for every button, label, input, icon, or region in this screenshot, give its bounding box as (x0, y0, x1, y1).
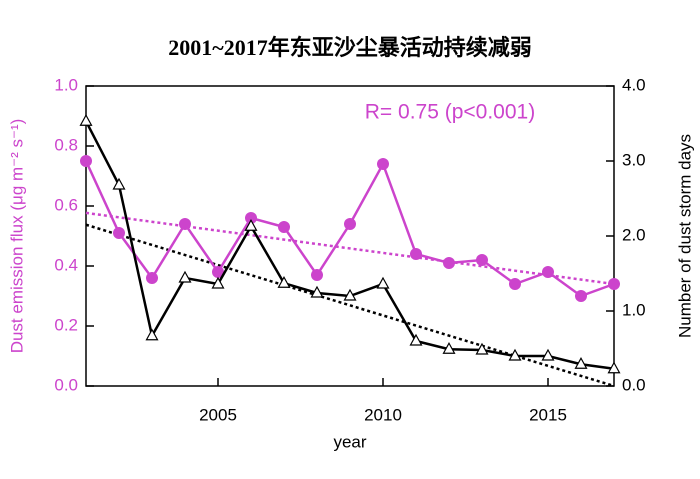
x-tick-label: 2015 (529, 405, 567, 424)
point (608, 278, 620, 290)
y2-tick-label: 0.0 (622, 375, 646, 394)
y-tick-label: 1.0 (54, 75, 78, 94)
x-axis-label: year (333, 432, 366, 451)
point (79, 114, 93, 126)
point (146, 272, 158, 284)
x-tick-label: 2005 (199, 405, 237, 424)
point (179, 218, 191, 230)
y2-tick-label: 4.0 (622, 75, 646, 94)
y-tick-label: 0.0 (54, 375, 78, 394)
y2-tick-label: 3.0 (622, 150, 646, 169)
point (278, 221, 290, 233)
point (343, 288, 357, 301)
series-line (84, 120, 615, 370)
y-tick-label: 0.2 (54, 315, 78, 334)
y2-tick-label: 1.0 (622, 300, 646, 319)
trend-line (85, 211, 615, 286)
point (178, 270, 192, 283)
point (113, 227, 125, 239)
y-axis-label: Dust emission flux (μg m⁻² s⁻¹) (7, 119, 26, 354)
point (607, 361, 621, 374)
y2-axis-label: Number of dust storm days (675, 134, 694, 338)
point (245, 212, 257, 224)
point (112, 177, 126, 190)
point (212, 266, 224, 278)
point (410, 248, 422, 260)
y-tick-label: 0.8 (54, 135, 78, 154)
point (574, 357, 588, 369)
plot-frame (85, 85, 615, 387)
point (442, 342, 456, 354)
point (508, 348, 522, 361)
chart-title: 2001~2017年东亚沙尘暴活动持续减弱 (168, 35, 531, 60)
point (80, 155, 92, 167)
point (311, 269, 323, 281)
trend-line (85, 223, 615, 388)
point (244, 219, 258, 231)
point (476, 254, 488, 266)
point (443, 257, 455, 269)
point (211, 276, 225, 289)
point (542, 266, 554, 278)
y-tick-label: 0.4 (54, 255, 78, 274)
point (377, 158, 389, 170)
point (310, 285, 324, 298)
point (344, 218, 356, 230)
y-tick-label: 0.6 (54, 195, 78, 214)
point (409, 333, 423, 346)
x-tick-label: 2010 (364, 405, 402, 424)
annotation: R= 0.75 (p<0.001) (365, 101, 535, 124)
point (509, 278, 521, 290)
point (376, 276, 390, 289)
point (575, 290, 587, 302)
y2-tick-label: 2.0 (622, 225, 646, 244)
point (277, 276, 291, 288)
point (475, 342, 489, 355)
point (541, 348, 555, 361)
point (145, 328, 159, 341)
